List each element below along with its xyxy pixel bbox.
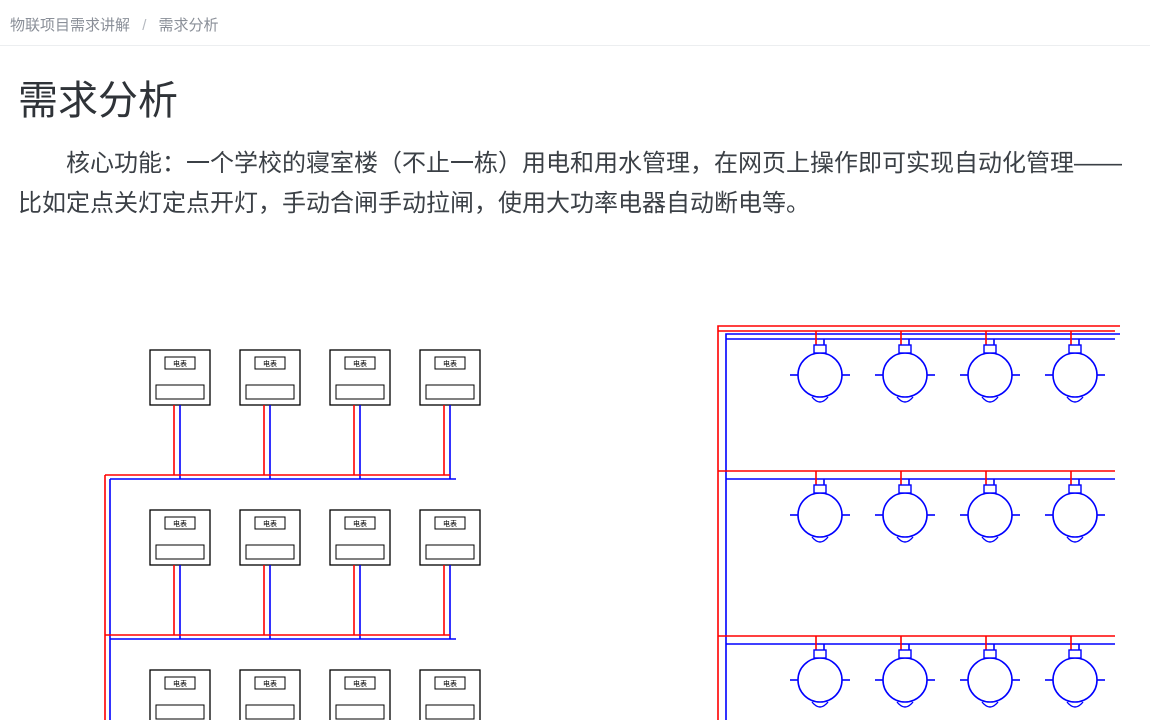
svg-text:电表: 电表: [263, 359, 277, 368]
svg-text:电表: 电表: [173, 359, 187, 368]
breadcrumb-current: 需求分析: [159, 17, 219, 34]
divider: [0, 45, 1150, 46]
svg-text:电表: 电表: [263, 679, 277, 688]
body-paragraph: 核心功能：一个学校的寝室楼（不止一栋）用电和用水管理，在网页上操作即可实现自动化…: [18, 144, 1132, 224]
svg-text:电表: 电表: [353, 359, 367, 368]
svg-text:电表: 电表: [353, 519, 367, 528]
svg-text:电表: 电表: [443, 519, 457, 528]
electric-diagram: 电表电表电表电表电表电表电表电表电表电表电表电表: [50, 320, 580, 720]
page-title: 需求分析: [18, 68, 1150, 126]
svg-text:电表: 电表: [443, 359, 457, 368]
water-diagram: [700, 320, 1130, 720]
breadcrumb: 物联项目需求讲解 / 需求分析: [0, 0, 1150, 35]
figure-area: 电表电表电表电表电表电表电表电表电表电表电表电表: [0, 320, 1150, 720]
breadcrumb-root[interactable]: 物联项目需求讲解: [10, 17, 130, 34]
breadcrumb-sep: /: [142, 17, 146, 34]
svg-text:电表: 电表: [443, 679, 457, 688]
svg-text:电表: 电表: [173, 679, 187, 688]
svg-text:电表: 电表: [353, 679, 367, 688]
svg-text:电表: 电表: [173, 519, 187, 528]
svg-text:电表: 电表: [263, 519, 277, 528]
